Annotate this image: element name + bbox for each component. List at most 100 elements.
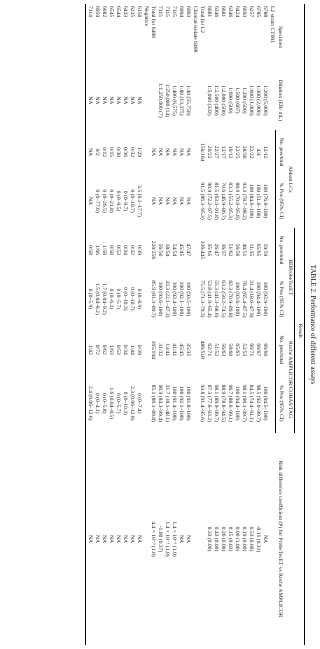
table-cell: 56/56 bbox=[234, 243, 241, 257]
table-cell bbox=[269, 433, 276, 645]
table-cell: 0 (0–7.4) bbox=[136, 392, 143, 414]
table-cell: 1:200 (5,000) bbox=[262, 85, 269, 116]
table-row: 6959 NA 0/2 0 (0–77.6) 1/66 1.5 (0.04–8.2) 0/7… bbox=[94, 4, 101, 645]
header-cell: Dilution (EB/ mL) bbox=[275, 70, 305, 131]
table-cell: 0/12 bbox=[101, 147, 108, 158]
table-cell: 88.0 (70.0–95.8) bbox=[234, 182, 241, 220]
table-cell: 1/58 bbox=[101, 244, 108, 255]
table-cell: 18/54 bbox=[164, 243, 171, 257]
table-cell bbox=[269, 174, 276, 228]
table-cell: 78.4 (65.4–87.5) bbox=[241, 280, 248, 318]
table-cell: -1.00 (0.37) bbox=[157, 525, 164, 553]
table-cell: 28/30 bbox=[241, 145, 248, 159]
table-cell bbox=[199, 433, 206, 645]
table-cell bbox=[143, 373, 150, 433]
table-cell: 100 (93.4–100) bbox=[171, 281, 178, 317]
table-cell: NA bbox=[122, 96, 129, 105]
table-cell: 0/39 bbox=[136, 244, 143, 255]
table-cell: 66/67 bbox=[255, 343, 262, 357]
table-cell: 0 (0–21.8) bbox=[108, 189, 115, 213]
table-cell: 220/256 bbox=[150, 240, 157, 260]
table-cell: 6545 bbox=[108, 6, 115, 18]
table-cell: NA bbox=[86, 70, 94, 131]
table-cell: 0/58 bbox=[86, 228, 94, 272]
table-cell: 45/45 bbox=[178, 343, 185, 357]
table-cell: 1/66 bbox=[94, 244, 101, 255]
table-cell bbox=[269, 228, 276, 271]
table-cell bbox=[143, 272, 150, 326]
table-cell: 1:400 (6,575) bbox=[171, 85, 178, 116]
table-cell: 0 (0–5.9) bbox=[86, 271, 94, 327]
table-row: 6158 NA 1/29 3.5 (0.1–17.7) 0/39 0 (0–8.9) 0/3… bbox=[136, 4, 143, 645]
table-cell: 33.3 (22.1–47.3) bbox=[164, 280, 171, 318]
table-cell: 0/30 bbox=[115, 147, 122, 158]
table-cell: 1:80 (13,375) bbox=[178, 85, 185, 116]
table-cell: 1:250,000 (14) bbox=[164, 83, 171, 117]
table-cell: 41/41 bbox=[171, 343, 178, 357]
table-cell: 100 (94.4–100) bbox=[234, 385, 241, 421]
table-cell: 1:2,000 (500) bbox=[220, 85, 227, 116]
table-cell: 6693 bbox=[241, 6, 248, 18]
table-row: 6545 NA 0/15 0 (0–21.8) 0/58 0 (0–6.2) 1/63 1.6… bbox=[108, 4, 115, 645]
table-cell: 7115 bbox=[171, 6, 178, 17]
table-cell: NA bbox=[136, 534, 143, 544]
table-cell: 51/62 bbox=[227, 243, 234, 257]
table-cell: 31.7 (18.1–48.1) bbox=[164, 384, 171, 422]
table-cell: 0/34 bbox=[122, 244, 129, 255]
table-row: 6785 1:300 (2,000) 4/4 100 (51.0–100) 65/65 1… bbox=[255, 4, 262, 645]
table-cell: 0 (0–26.5) bbox=[101, 189, 108, 213]
table-cell: 100 (76.0–100) bbox=[262, 183, 269, 219]
table-cell: NA bbox=[108, 96, 115, 105]
table-cell: 96.9 (84.3–99.4) bbox=[157, 384, 164, 422]
table-cell: 7115 bbox=[157, 6, 164, 17]
table-cell bbox=[143, 228, 150, 271]
table-cell: 100 (94.5–100) bbox=[262, 385, 269, 421]
table-cell: 22/22 bbox=[248, 145, 255, 159]
table-cell: NA bbox=[136, 96, 143, 105]
table-cell: 100 (93.9–100) bbox=[262, 281, 269, 317]
table-cell: NA bbox=[115, 96, 122, 105]
table-cell: NA bbox=[122, 534, 129, 544]
table-cell: 75.5 (71.3–79.3) bbox=[199, 280, 206, 318]
table-cell: 84.5 (74.4–91.1) bbox=[248, 384, 255, 422]
table-cell: 7114 bbox=[86, 4, 94, 71]
table-cell: Negative bbox=[143, 6, 150, 27]
table-row: L2 strain CT001 bbox=[269, 4, 276, 645]
table-cell bbox=[199, 70, 206, 130]
table-cell: 6158 bbox=[136, 6, 143, 18]
table-cell: 0.26 (0.00) bbox=[220, 526, 227, 552]
table-cell: 96.7 (88.6–99.1) bbox=[227, 384, 234, 422]
table-cell: 6788 bbox=[262, 6, 269, 18]
table-cell: 85.1 (80.1–89.8) bbox=[150, 384, 157, 422]
table-cell: 52/53 bbox=[241, 343, 248, 357]
table-cell: 6346 bbox=[213, 6, 220, 18]
table-row: 7114 NA NA NA 0/58 0 (0–5.9) 1/42 2.4 (0.06–12.… bbox=[86, 4, 94, 645]
table-row: 6544 NA 0/30 0 (0–9.5) 0/53 0 (0–5.7) 0/53 0 (0… bbox=[115, 4, 122, 645]
table-cell: 0 (0–5.8) bbox=[101, 392, 108, 414]
table-cell: 20/22 bbox=[206, 145, 213, 159]
table-cell: NA bbox=[94, 534, 101, 544]
table-cell bbox=[192, 228, 199, 271]
table-cell: 51/52 bbox=[213, 343, 220, 357]
header-cell: Risk difference coefficient (P) for Prob… bbox=[275, 432, 305, 645]
table-cell: 1.4 × 10⁻¹ (1.0) bbox=[171, 521, 178, 557]
table-cell: NA bbox=[157, 197, 164, 206]
header-cell: No. pos/total bbox=[275, 228, 285, 272]
table-cell: 1/44 bbox=[129, 344, 136, 355]
table-row: 7115 1:400 (6,575) NA NA 54/54 100 (93.4–100)… bbox=[171, 4, 178, 645]
table-cell: 0/39 bbox=[136, 344, 143, 355]
table-cell: NA bbox=[178, 534, 185, 544]
table-cell: 0/53 bbox=[115, 344, 122, 355]
table-cell: 40/51 bbox=[241, 243, 248, 257]
table-cell: 0 (0–10.3) bbox=[122, 287, 129, 311]
table-cell: 0 (0–5.7) bbox=[115, 392, 122, 414]
table-cell bbox=[269, 272, 276, 326]
table-cell: 98.5 (92.0–99.7) bbox=[255, 384, 262, 422]
table-cell: 1/63 bbox=[108, 344, 115, 355]
table-cell: NA bbox=[86, 130, 94, 174]
table-cell: 1:40 (55,750) bbox=[185, 85, 192, 116]
table-cell: 0 (0–8.9) bbox=[136, 288, 143, 310]
table-cell: 6959 bbox=[94, 6, 101, 18]
